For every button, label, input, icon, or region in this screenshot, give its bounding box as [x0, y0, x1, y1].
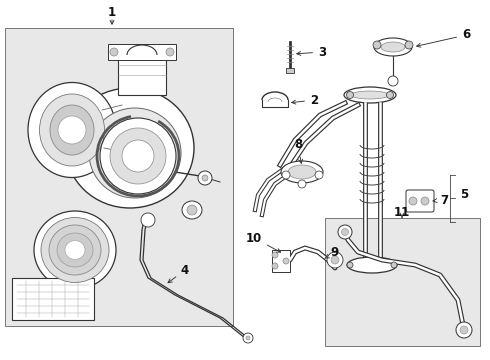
- Text: 3: 3: [297, 45, 326, 58]
- Circle shape: [298, 180, 306, 188]
- Bar: [272, 250, 290, 272]
- Ellipse shape: [28, 82, 116, 177]
- FancyBboxPatch shape: [406, 190, 434, 212]
- Bar: [118, 55, 166, 95]
- Circle shape: [243, 333, 253, 343]
- Circle shape: [338, 225, 352, 239]
- Text: 11: 11: [394, 206, 410, 219]
- Circle shape: [141, 213, 155, 227]
- Circle shape: [460, 326, 468, 334]
- Circle shape: [166, 48, 174, 56]
- Circle shape: [122, 140, 154, 172]
- Ellipse shape: [347, 257, 397, 273]
- Circle shape: [331, 256, 339, 264]
- Text: 10: 10: [246, 231, 281, 252]
- Circle shape: [346, 91, 353, 99]
- Circle shape: [315, 171, 323, 179]
- Text: 9: 9: [325, 247, 338, 260]
- Bar: [12, 278, 94, 320]
- Ellipse shape: [65, 240, 85, 260]
- Ellipse shape: [34, 211, 116, 289]
- Circle shape: [283, 258, 289, 264]
- Text: 6: 6: [416, 28, 470, 47]
- Ellipse shape: [49, 225, 101, 275]
- Circle shape: [110, 128, 166, 184]
- Circle shape: [409, 197, 417, 205]
- Ellipse shape: [41, 217, 109, 283]
- Ellipse shape: [57, 233, 93, 267]
- Circle shape: [342, 229, 348, 235]
- Circle shape: [187, 205, 197, 215]
- Ellipse shape: [374, 38, 412, 56]
- Text: 1: 1: [108, 5, 116, 18]
- Bar: [5, 28, 233, 326]
- Text: 2: 2: [292, 94, 318, 107]
- Circle shape: [282, 171, 290, 179]
- Circle shape: [198, 171, 212, 185]
- Text: 7: 7: [433, 194, 448, 207]
- Ellipse shape: [381, 42, 405, 52]
- Ellipse shape: [50, 105, 94, 155]
- Bar: [108, 44, 176, 60]
- Circle shape: [456, 322, 472, 338]
- Circle shape: [327, 252, 343, 268]
- Circle shape: [373, 41, 381, 49]
- Circle shape: [347, 262, 353, 268]
- Circle shape: [272, 263, 278, 269]
- Ellipse shape: [66, 88, 194, 208]
- Text: 8: 8: [294, 139, 302, 163]
- Circle shape: [202, 175, 208, 181]
- Circle shape: [272, 252, 278, 258]
- Ellipse shape: [351, 91, 389, 99]
- Circle shape: [110, 48, 118, 56]
- Ellipse shape: [281, 161, 323, 183]
- Circle shape: [246, 336, 250, 340]
- Circle shape: [405, 41, 413, 49]
- Circle shape: [387, 91, 393, 99]
- Ellipse shape: [89, 108, 181, 198]
- Text: 5: 5: [460, 189, 468, 202]
- Text: 4: 4: [168, 264, 189, 283]
- Bar: [325, 218, 480, 346]
- Ellipse shape: [344, 87, 396, 103]
- Bar: [286, 68, 294, 73]
- Circle shape: [100, 118, 176, 194]
- Circle shape: [421, 197, 429, 205]
- Ellipse shape: [288, 165, 316, 179]
- Circle shape: [391, 262, 397, 268]
- Ellipse shape: [40, 94, 104, 166]
- Circle shape: [388, 76, 398, 86]
- Ellipse shape: [182, 201, 202, 219]
- Circle shape: [58, 116, 86, 144]
